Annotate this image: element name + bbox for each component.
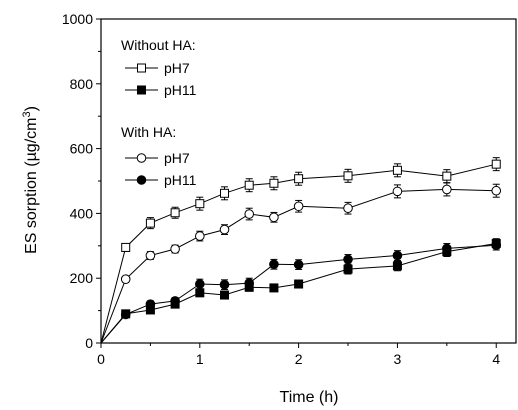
x-axis: 0 1 2 3 4 [97, 343, 500, 367]
legend-label-1: pH7 [164, 60, 190, 76]
series-4-point [392, 250, 403, 261]
series-1-point [145, 218, 155, 228]
y-tick-label: 200 [70, 270, 94, 286]
series-1-point [170, 208, 180, 218]
y-tick-label: 400 [70, 205, 94, 221]
series-1-point [343, 171, 353, 181]
series-4-point [195, 279, 205, 289]
x-tick-label: 4 [492, 351, 500, 367]
series-markers [120, 159, 502, 320]
series-3-point [170, 244, 180, 254]
series-1-point [220, 188, 230, 198]
series-4-point [491, 240, 502, 250]
series-3-point [244, 209, 255, 219]
series-3-point [120, 274, 131, 284]
series-3-point [343, 203, 353, 214]
series-2-point [343, 264, 353, 274]
series-1-point [121, 242, 131, 252]
series-4-point [120, 309, 131, 320]
y-tick-label: 1000 [62, 11, 93, 27]
series-2-point [294, 279, 304, 289]
legend-marker-2 [137, 85, 146, 95]
y-tick-label: 0 [85, 335, 93, 351]
legend-entries: pH7 pH11 pH7 pH11 [125, 60, 197, 188]
x-axis-title: Time (h) [280, 389, 339, 406]
series-3-point [491, 185, 502, 196]
series-lines [100, 163, 497, 344]
series-3-point [219, 224, 230, 235]
legend-label-3: pH7 [164, 150, 190, 166]
series-1-point [244, 180, 254, 190]
legend-marker-3 [136, 153, 147, 163]
series-1-point [491, 159, 501, 169]
series-1-point [269, 178, 279, 188]
x-tick-label: 2 [295, 351, 303, 367]
series-3-point [195, 231, 205, 241]
series-3-point [145, 250, 156, 261]
series-4-point [170, 296, 180, 306]
x-tick-label: 0 [97, 351, 105, 367]
legend-marker-4 [136, 175, 147, 185]
series-1-point [392, 165, 402, 175]
legend-label-2: pH11 [164, 82, 197, 98]
x-tick-label: 1 [196, 351, 204, 367]
series-2-point [220, 290, 230, 300]
series-4-point [244, 278, 255, 288]
series-4-point [293, 259, 304, 270]
series-2-point [269, 283, 279, 293]
series-2-line [100, 243, 497, 344]
legend-group-title-with-ha: With HA: [121, 124, 176, 140]
y-tick-label: 600 [70, 141, 94, 157]
series-3-point [392, 186, 403, 197]
legend-label-4: pH11 [164, 172, 197, 188]
legend-group-title-without-ha: Without HA: [121, 37, 196, 53]
series-4-point [343, 254, 353, 265]
series-3-point [442, 184, 452, 195]
series-4-point [219, 279, 230, 290]
y-axis-title: ES sorption (µg/cm3) [21, 106, 40, 254]
series-2-point [195, 288, 205, 298]
series-1-point [195, 199, 205, 209]
series-1-point [442, 171, 452, 181]
series-4-point [442, 243, 452, 254]
series-4-point [269, 259, 279, 270]
x-tick-label: 3 [394, 351, 402, 367]
series-3-point [293, 201, 304, 212]
legend: Without HA: With HA: pH7 pH11 pH7 pH11 [121, 37, 197, 188]
series-1-line [100, 163, 497, 344]
series-3-point [269, 212, 279, 223]
y-tick-label: 800 [70, 76, 94, 92]
series-1-point [294, 174, 304, 184]
series-4-point [145, 299, 156, 309]
series-2-point [392, 261, 402, 271]
y-axis: 0 200 400 600 800 1000 [62, 11, 101, 351]
legend-marker-1 [137, 63, 146, 73]
